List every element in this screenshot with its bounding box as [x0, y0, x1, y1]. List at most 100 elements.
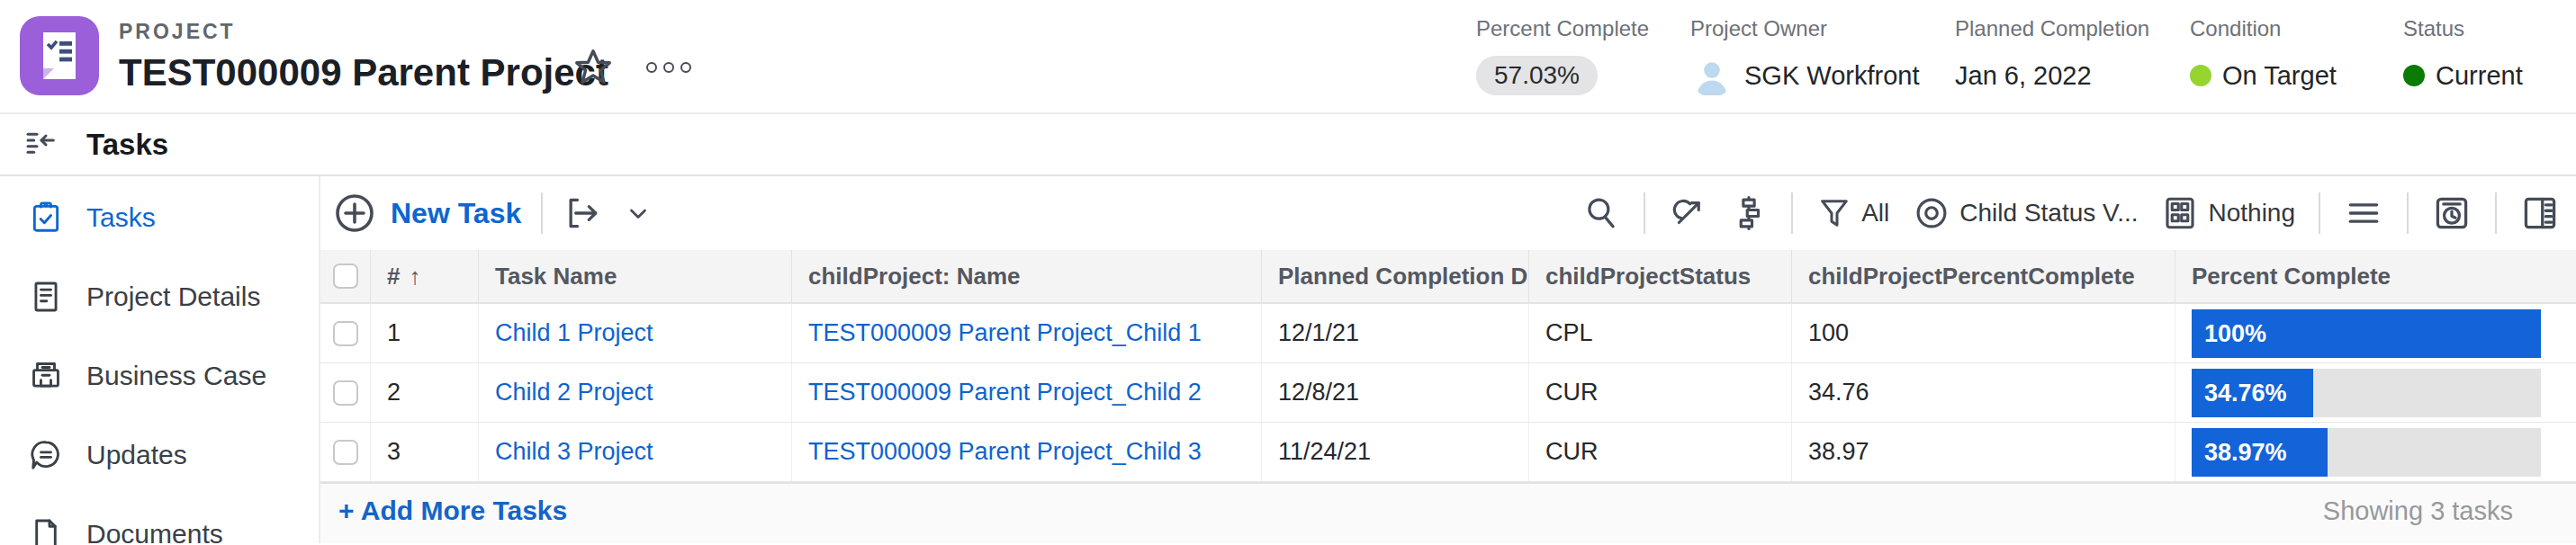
table-row: 3 Child 3 Project TEST000009 Parent Proj…	[320, 423, 2576, 482]
project-eyebrow-label: PROJECT	[119, 20, 608, 44]
toolbar-divider	[2495, 192, 2497, 234]
field-project-owner: Project Owner SGK Workfront	[1690, 16, 1955, 97]
column-header-task-name[interactable]: Task Name	[479, 250, 792, 302]
field-planned-completion: Planned Completion Jan 6, 2022	[1955, 16, 2190, 97]
sidebar-item-label: Tasks	[86, 202, 156, 233]
clipboard-check-icon	[29, 201, 63, 235]
child-project-percent-complete: 34.76	[1792, 363, 2175, 422]
row-checkbox[interactable]	[333, 321, 358, 346]
filter-value: All	[1861, 199, 1889, 228]
document-lines-icon	[29, 280, 63, 314]
view-control[interactable]: Child Status V...	[1913, 194, 2138, 232]
search-icon[interactable]	[1582, 194, 1620, 232]
chevron-down-icon[interactable]	[622, 197, 654, 229]
planned-completion-date: 12/8/21	[1262, 363, 1529, 422]
table-row: 1 Child 1 Project TEST000009 Parent Proj…	[320, 304, 2576, 363]
percent-complete-bar-label: 34.76%	[2204, 379, 2287, 407]
toolbar-divider	[1644, 192, 1645, 234]
status-value[interactable]: Current	[2436, 61, 2523, 91]
percent-complete-badge: 57.03%	[1476, 56, 1598, 95]
task-name-link[interactable]: Child 3 Project	[495, 438, 653, 466]
project-owner-value[interactable]: SGK Workfront	[1744, 61, 1919, 91]
planned-completion-label: Planned Completion	[1955, 16, 2190, 41]
column-header-child-project-name[interactable]: childProject: Name	[792, 250, 1262, 302]
task-number: 1	[371, 304, 479, 362]
child-project-percent-complete: 100	[1792, 304, 2175, 362]
column-header-child-project-percent-complete[interactable]: childProjectPercentComplete	[1792, 250, 2175, 302]
more-menu-icon[interactable]	[646, 62, 691, 73]
child-project-percent-complete: 38.97	[1792, 423, 2175, 481]
page-title: TEST000009 Parent Project	[119, 51, 608, 94]
business-case-icon	[29, 359, 63, 393]
favorite-star-icon[interactable]	[572, 47, 614, 88]
new-task-button[interactable]: New Task	[391, 197, 521, 230]
grouping-grid-icon	[2161, 194, 2199, 232]
select-all-checkbox[interactable]	[333, 264, 358, 289]
avatar[interactable]	[1690, 54, 1734, 97]
percent-complete-bar-label: 100%	[2204, 319, 2266, 347]
page-icon	[29, 517, 63, 545]
sidebar-item-tasks[interactable]: Tasks	[0, 178, 319, 257]
condition-value[interactable]: On Target	[2222, 61, 2337, 91]
sidebar-item-documents[interactable]: Documents	[0, 495, 319, 545]
column-header-percent-complete[interactable]: Percent Complete	[2175, 250, 2576, 302]
list-icon[interactable]	[2344, 193, 2383, 233]
child-project-status: CUR	[1529, 423, 1792, 481]
table-header-row: #↑ Task Name childProject: Name Planned …	[320, 250, 2576, 304]
planned-completion-value: Jan 6, 2022	[1955, 54, 2190, 97]
gantt-clock-icon[interactable]	[2432, 193, 2472, 233]
sort-ascending-icon: ↑	[409, 263, 420, 290]
sidebar-item-business-case[interactable]: Business Case	[0, 336, 319, 415]
export-icon[interactable]	[563, 193, 602, 233]
percent-complete-bar: 34.76%	[2192, 369, 2541, 417]
toolbar-divider	[1791, 192, 1793, 234]
child-project-link[interactable]: TEST000009 Parent Project_Child 2	[808, 379, 1202, 407]
timeline-icon[interactable]	[1730, 194, 1768, 232]
field-condition: Condition On Target	[2190, 16, 2403, 97]
planned-completion-date: 11/24/21	[1262, 423, 1529, 481]
condition-label: Condition	[2190, 16, 2403, 41]
percent-complete-label: Percent Complete	[1476, 16, 1690, 41]
child-project-link[interactable]: TEST000009 Parent Project_Child 3	[808, 438, 1202, 466]
side-panel-icon[interactable]	[2520, 193, 2560, 233]
child-project-status: CUR	[1529, 363, 1792, 422]
table-footer: + Add More Tasks Showing 3 tasks	[320, 482, 2576, 543]
left-nav: Tasks Project Details Business Case	[0, 176, 320, 543]
filter-control[interactable]: All	[1816, 195, 1889, 231]
grouping-value: Nothing	[2208, 199, 2295, 228]
section-header: Tasks	[0, 114, 2576, 176]
sidebar-item-label: Project Details	[86, 281, 260, 312]
toolbar-divider	[541, 192, 543, 234]
status-dot-icon	[2403, 65, 2425, 86]
project-type-icon	[20, 16, 99, 95]
plus-circle-icon[interactable]	[333, 192, 376, 235]
project-header: PROJECT TEST000009 Parent Project Percen…	[0, 0, 2576, 114]
sidebar-item-label: Updates	[86, 440, 187, 470]
percent-complete-bar: 38.97%	[2192, 428, 2541, 477]
add-more-tasks-button[interactable]: + Add More Tasks	[338, 496, 567, 526]
field-status: Status Current	[2403, 16, 2523, 97]
sidebar-item-updates[interactable]: Updates	[0, 415, 319, 495]
project-owner-label: Project Owner	[1690, 16, 1955, 41]
loop-arrow-icon[interactable]	[1669, 194, 1707, 232]
child-project-status: CPL	[1529, 304, 1792, 362]
table-row: 2 Child 2 Project TEST000009 Parent Proj…	[320, 363, 2576, 423]
collapse-panel-icon[interactable]	[23, 127, 59, 163]
section-title: Tasks	[86, 128, 168, 162]
column-header-number[interactable]: #↑	[371, 250, 479, 302]
grouping-control[interactable]: Nothing	[2161, 194, 2295, 232]
column-header-child-project-status[interactable]: childProjectStatus	[1529, 250, 1792, 302]
row-checkbox[interactable]	[333, 440, 358, 465]
task-name-link[interactable]: Child 2 Project	[495, 379, 653, 407]
condition-dot-icon	[2190, 65, 2211, 86]
sidebar-item-project-details[interactable]: Project Details	[0, 257, 319, 336]
sidebar-item-label: Business Case	[86, 361, 266, 391]
child-project-link[interactable]: TEST000009 Parent Project_Child 1	[808, 319, 1202, 347]
row-checkbox[interactable]	[333, 380, 358, 406]
column-header-planned-completion-date[interactable]: Planned Completion Date	[1262, 250, 1529, 302]
status-label: Status	[2403, 16, 2523, 41]
task-name-link[interactable]: Child 1 Project	[495, 319, 653, 347]
task-number: 3	[371, 423, 479, 481]
list-toolbar: New Task	[320, 176, 2576, 250]
toolbar-divider	[2407, 192, 2409, 234]
